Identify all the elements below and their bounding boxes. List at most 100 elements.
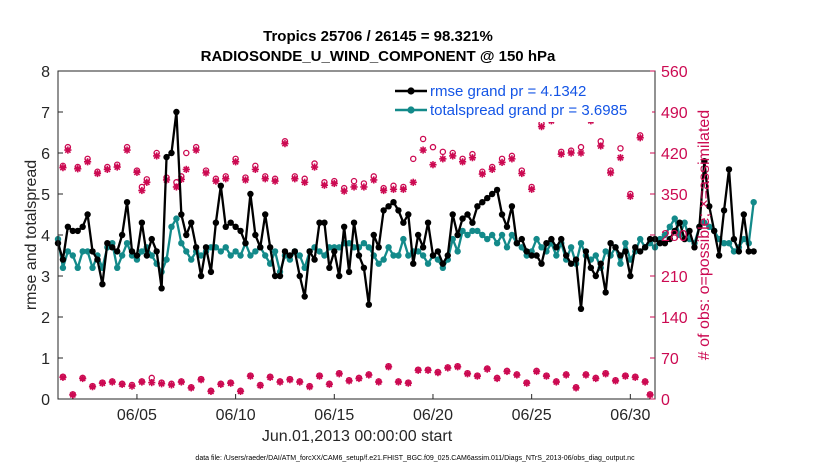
obs-assimilated-marker [88,383,97,391]
obs-assimilated-marker [236,387,245,395]
rmse-point [518,235,525,243]
rmse-point [99,281,106,288]
rmse-point [271,272,279,280]
obs-assimilated-marker [128,382,136,390]
obs-assimilated-stroke [572,384,580,392]
rmse-point [168,149,175,157]
rmse-point [291,248,299,255]
obs-assimilated-stroke [622,372,629,380]
obs-assimilated-stroke [464,370,471,377]
totalspread-point [390,252,397,259]
obs-assimilated-stroke [597,142,604,150]
legend-spread-label: totalspread grand pr = 3.6985 [430,102,627,119]
obs-assimilated-stroke [123,146,131,154]
obs-assimilated-marker [227,379,235,387]
obs-assimilated-stroke [257,382,264,389]
obs-assimilated-stroke [69,391,76,399]
rmse-point [622,248,629,255]
totalspread-point [592,252,599,259]
rmse-point [301,293,308,300]
y-right-tick-label: 140 [661,310,688,327]
rmse-point [252,231,259,239]
totalspread-point [271,248,279,255]
rmse-point [538,260,545,267]
obs-assimilated-marker [365,371,373,379]
totalspread-point [188,256,195,263]
obs-assimilated-stroke [429,161,437,168]
obs-assimilated-marker [232,158,240,166]
y-right-tick-label: 560 [661,64,688,81]
rmse-point [503,223,511,230]
obs-assimilated-marker [301,178,309,186]
obs-assimilated-stroke [138,378,146,386]
obs-assimilated-stroke [341,187,348,195]
y-right-tick-label: 0 [661,392,670,409]
rmse-point [232,223,239,230]
obs-assimilated-stroke [291,175,298,182]
rmse-point [360,264,368,271]
obs-assimilated-marker [606,169,615,177]
obs-assimilated-marker [641,378,649,386]
obs-assimilated-stroke [336,370,343,377]
obs-assimilated-marker [217,380,225,388]
rmse-point [262,211,269,218]
obs-assimilated-marker [84,158,92,166]
obs-assimilated-stroke [266,374,274,381]
obs-assimilated-marker [429,161,437,169]
obs-assimilated-marker [508,155,516,163]
y-left-tick-label: 8 [41,64,50,81]
rmse-point [429,252,437,259]
totalspread-point [617,260,624,267]
chart-title-line-1: Tropics 25706 / 26145 = 98.321% [263,28,493,45]
rmse-point [424,219,432,226]
totalspread-point [681,219,688,226]
totalspread-point [178,240,185,247]
chart-title-line-2: RADIOSONDE_U_WIND_COMPONENT @ 150 hPa [201,48,556,65]
rmse-point [183,231,190,239]
rmse-point [79,223,86,230]
obs-assimilated-stroke [217,381,224,388]
obs-assimilated-stroke [79,375,86,382]
obs-assimilated-stroke [395,378,402,386]
totalspread-point [232,248,239,255]
obs-assimilated-stroke [276,378,284,386]
rmse-point [528,252,535,259]
rmse-point [123,199,131,206]
obs-assimilated-stroke [577,149,585,157]
obs-assimilated-stroke [306,383,313,390]
obs-assimilated-stroke [153,152,160,160]
totalspread-point [405,252,412,259]
obs-assimilated-marker [488,165,496,173]
obs-assimilated-stroke [370,176,377,184]
obs-assimilated-marker [375,378,383,386]
rmse-point [562,252,570,259]
rmse-point [306,248,313,255]
totalspread-point [138,248,146,255]
rmse-point [479,199,486,206]
obs-assimilated-stroke [237,388,244,395]
obs-assimilated-marker [98,379,107,387]
obs-assimilated-marker [454,363,462,371]
obs-assimilated-marker [138,378,146,386]
rmse-point [148,235,155,243]
rmse-point [247,190,254,198]
rmse-point [207,268,215,276]
obs-assimilated-stroke [533,368,540,375]
rmse-point [405,211,412,218]
rmse-point [64,223,72,230]
totalspread-point [488,231,496,239]
obs-assimilated-stroke [262,175,269,182]
obs-assimilated-stroke [173,183,180,191]
obs-assimilated-marker [310,163,319,171]
totalspread-point [636,235,644,243]
totalspread-line [56,202,755,274]
totalspread-point [59,264,67,271]
totalspread-point [720,240,728,247]
rmse-point [242,240,249,247]
totalspread-point [74,264,81,271]
y-right-tick-label: 420 [661,146,688,163]
obs-assimilated-stroke [227,380,234,387]
obs-assimilated-marker [246,372,255,380]
totalspread-point [262,252,269,259]
totalspread-point [84,248,91,255]
